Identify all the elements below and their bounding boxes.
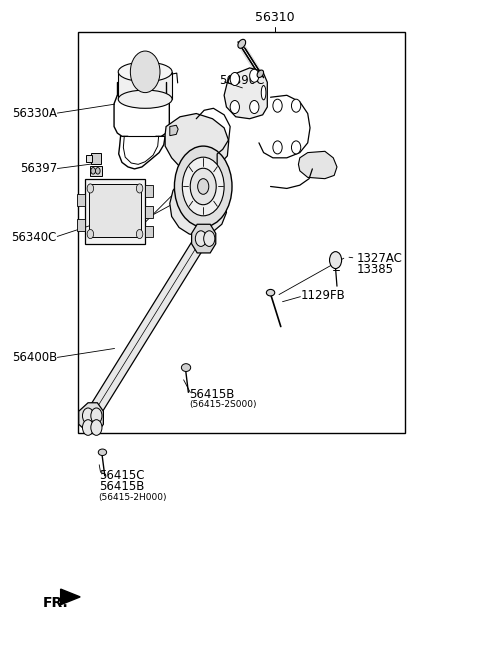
Polygon shape	[60, 589, 80, 604]
Ellipse shape	[261, 85, 266, 100]
Circle shape	[190, 168, 216, 205]
Text: 13385: 13385	[357, 263, 394, 276]
Circle shape	[83, 420, 94, 436]
Text: (56415-2H000): (56415-2H000)	[99, 493, 167, 502]
Text: 56415B: 56415B	[99, 480, 144, 493]
Circle shape	[250, 101, 259, 114]
Polygon shape	[170, 125, 178, 136]
Circle shape	[136, 229, 143, 238]
Polygon shape	[85, 238, 203, 425]
Ellipse shape	[98, 449, 107, 455]
Text: 56400B: 56400B	[12, 351, 57, 365]
Bar	[77, 219, 85, 231]
Circle shape	[174, 146, 232, 227]
Circle shape	[273, 141, 282, 154]
Circle shape	[291, 141, 301, 154]
Bar	[145, 185, 153, 197]
Text: 56390C: 56390C	[219, 74, 265, 87]
Polygon shape	[79, 403, 103, 433]
Circle shape	[91, 168, 96, 174]
Text: 56397: 56397	[20, 162, 57, 175]
Bar	[145, 225, 153, 237]
Circle shape	[91, 420, 102, 436]
Polygon shape	[238, 42, 264, 78]
Circle shape	[91, 408, 102, 424]
Bar	[78, 32, 405, 433]
Polygon shape	[224, 68, 267, 119]
Circle shape	[131, 51, 160, 93]
Polygon shape	[118, 72, 172, 99]
Circle shape	[87, 229, 94, 238]
Polygon shape	[299, 151, 337, 179]
Circle shape	[204, 231, 215, 246]
Circle shape	[87, 184, 94, 193]
Text: FR.: FR.	[43, 597, 69, 610]
Text: 56340C: 56340C	[12, 231, 57, 244]
Bar	[85, 179, 145, 244]
Ellipse shape	[266, 290, 275, 296]
Circle shape	[96, 168, 100, 174]
Text: 1327AC: 1327AC	[357, 252, 402, 265]
Ellipse shape	[181, 364, 191, 371]
Circle shape	[273, 99, 282, 112]
Ellipse shape	[238, 39, 246, 49]
Ellipse shape	[118, 62, 172, 81]
Circle shape	[230, 101, 240, 114]
Polygon shape	[165, 114, 229, 236]
Circle shape	[83, 408, 94, 424]
Text: 56415B: 56415B	[189, 388, 235, 401]
Bar	[145, 206, 153, 217]
Bar	[90, 166, 102, 176]
Ellipse shape	[257, 70, 264, 78]
Text: 56310: 56310	[255, 11, 295, 24]
Bar	[89, 184, 141, 237]
Bar	[91, 152, 101, 164]
Circle shape	[291, 99, 301, 112]
Text: (56415-2S000): (56415-2S000)	[189, 400, 257, 409]
Text: 1129FB: 1129FB	[301, 290, 346, 302]
Circle shape	[198, 179, 209, 194]
Text: 56330A: 56330A	[12, 107, 57, 120]
Circle shape	[330, 252, 342, 269]
Circle shape	[136, 184, 143, 193]
Circle shape	[195, 231, 206, 246]
Text: 56415C: 56415C	[99, 468, 144, 482]
Circle shape	[250, 69, 259, 82]
Circle shape	[230, 72, 240, 85]
Polygon shape	[192, 224, 216, 253]
Circle shape	[182, 157, 224, 215]
Bar	[77, 194, 85, 206]
Ellipse shape	[118, 90, 172, 108]
Bar	[86, 155, 92, 162]
